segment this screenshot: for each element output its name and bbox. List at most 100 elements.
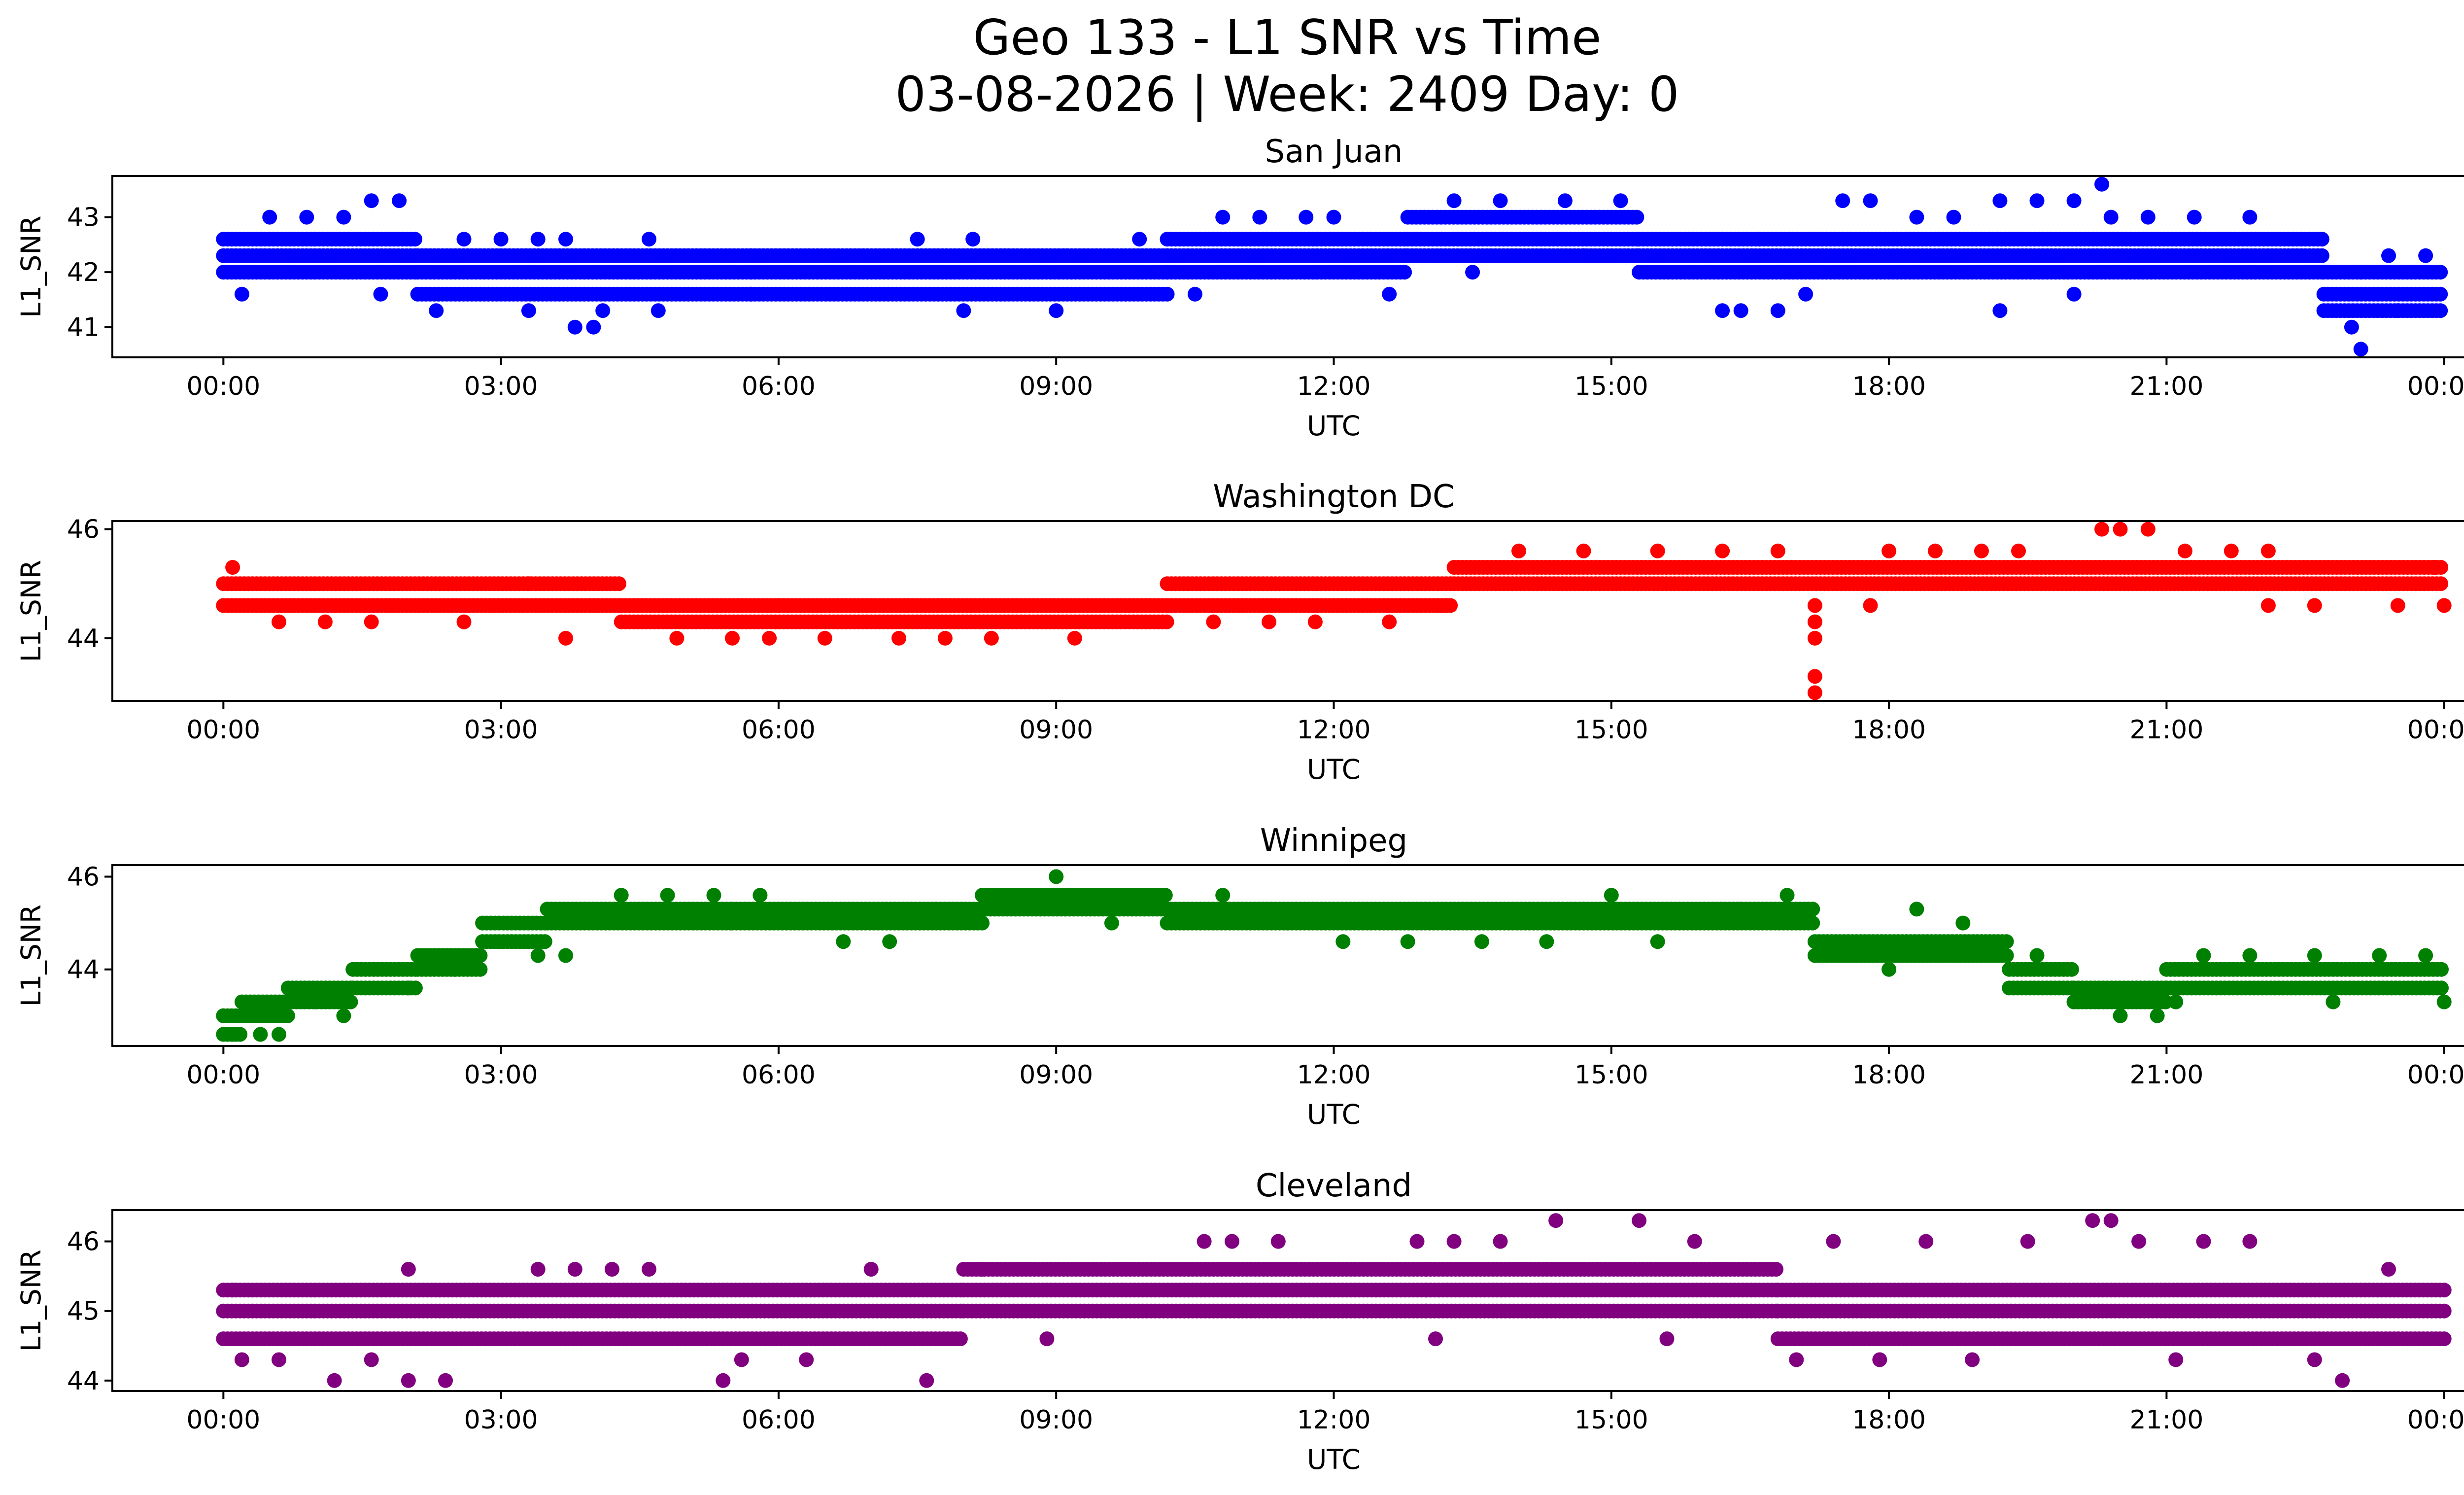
data-point: [2011, 543, 2026, 558]
data-point: [2066, 193, 2082, 209]
data-point: [975, 915, 990, 931]
x-tick-label: 21:00: [2129, 1060, 2203, 1090]
washington-dc-markers: [216, 522, 2452, 700]
data-point: [456, 232, 472, 247]
data-point: [891, 630, 906, 646]
data-point: [2177, 543, 2192, 558]
data-point: [1206, 614, 1221, 629]
data-point: [1187, 286, 1202, 302]
y-tick-label: 44: [67, 955, 100, 985]
data-point: [447, 962, 462, 977]
data-point: [1999, 948, 2014, 963]
x-tick-label: 06:00: [742, 1060, 816, 1090]
data-point: [1159, 614, 1174, 629]
x-tick-label: 00:00: [2407, 372, 2464, 401]
data-point: [1493, 193, 1508, 209]
x-tick-label: 12:00: [1297, 1060, 1371, 1090]
data-point: [1397, 265, 1412, 280]
data-point: [1909, 902, 1924, 917]
data-point: [1474, 934, 1489, 949]
data-point: [984, 630, 999, 646]
data-point: [408, 232, 422, 247]
data-point: [364, 193, 379, 209]
data-point: [1650, 934, 1665, 949]
data-point: [882, 934, 897, 949]
data-point: [642, 232, 656, 247]
y-tick-label: 43: [67, 203, 100, 233]
data-point: [612, 576, 626, 591]
data-point: [521, 303, 536, 318]
data-point: [953, 1331, 968, 1347]
data-point: [2372, 948, 2387, 963]
data-point: [493, 232, 509, 247]
data-point: [2094, 522, 2109, 537]
data-point: [1770, 543, 1785, 558]
data-point: [234, 286, 249, 302]
data-point: [401, 980, 416, 996]
data-point: [1049, 303, 1064, 318]
figure-title-line-1: Geo 133 - L1 SNR vs Time: [973, 10, 1602, 66]
data-point: [1974, 543, 1989, 558]
data-point: [2196, 948, 2211, 963]
data-point: [392, 193, 407, 209]
data-point: [343, 994, 358, 1009]
data-point: [1446, 193, 1462, 209]
data-point: [317, 614, 333, 629]
x-tick-label: 12:00: [1297, 372, 1371, 401]
x-tick-label: 03:00: [464, 1060, 538, 1090]
data-point: [2103, 209, 2119, 225]
data-point: [1252, 209, 1267, 225]
data-point: [586, 319, 601, 335]
data-point: [1798, 286, 1814, 302]
data-point: [2140, 522, 2156, 537]
data-point: [1576, 248, 1591, 263]
data-point: [1770, 303, 1785, 318]
data-point: [2381, 248, 2396, 263]
data-point: [1280, 915, 1295, 931]
data-point: [2066, 994, 2082, 1009]
data-point: [2418, 948, 2433, 963]
data-point: [1511, 543, 1526, 558]
data-point: [2326, 994, 2341, 1009]
x-tick-label: 09:00: [1019, 715, 1093, 745]
data-point: [530, 948, 546, 963]
data-point: [558, 948, 573, 963]
data-point: [567, 319, 582, 335]
data-point: [577, 902, 592, 917]
data-point: [364, 614, 379, 629]
data-point: [1999, 934, 2014, 949]
data-point: [1104, 915, 1119, 931]
data-point: [521, 576, 536, 591]
data-point: [272, 614, 286, 629]
data-point: [937, 630, 953, 646]
data-point: [2436, 598, 2452, 613]
data-point: [1805, 902, 1820, 917]
san-juan-y-axis-label: L1_SNR: [15, 215, 47, 317]
data-point: [2433, 576, 2449, 591]
data-point: [272, 1027, 286, 1042]
data-point: [1715, 303, 1730, 318]
data-point: [336, 1008, 351, 1023]
x-tick-label: 21:00: [2129, 715, 2203, 745]
data-point: [1807, 614, 1822, 629]
winnipeg-y-axis-label: L1_SNR: [15, 904, 47, 1007]
data-point: [1604, 888, 1619, 903]
data-point: [2390, 598, 2405, 613]
data-point: [1863, 193, 1878, 209]
data-point: [2433, 303, 2448, 318]
data-point: [771, 598, 786, 613]
x-tick-label: 15:00: [1574, 372, 1648, 401]
x-tick-label: 00:00: [186, 1060, 260, 1090]
data-point: [2066, 286, 2082, 302]
winnipeg-panel-title: Winnipeg: [1260, 823, 1407, 859]
data-point: [2242, 209, 2258, 225]
x-tick-label: 21:00: [2129, 372, 2203, 401]
data-point: [1733, 303, 1748, 318]
data-point: [1650, 543, 1665, 558]
data-point: [2436, 994, 2452, 1009]
washington-dc-y-axis-label: L1_SNR: [15, 560, 47, 662]
x-tick-label: 09:00: [1019, 1060, 1093, 1090]
